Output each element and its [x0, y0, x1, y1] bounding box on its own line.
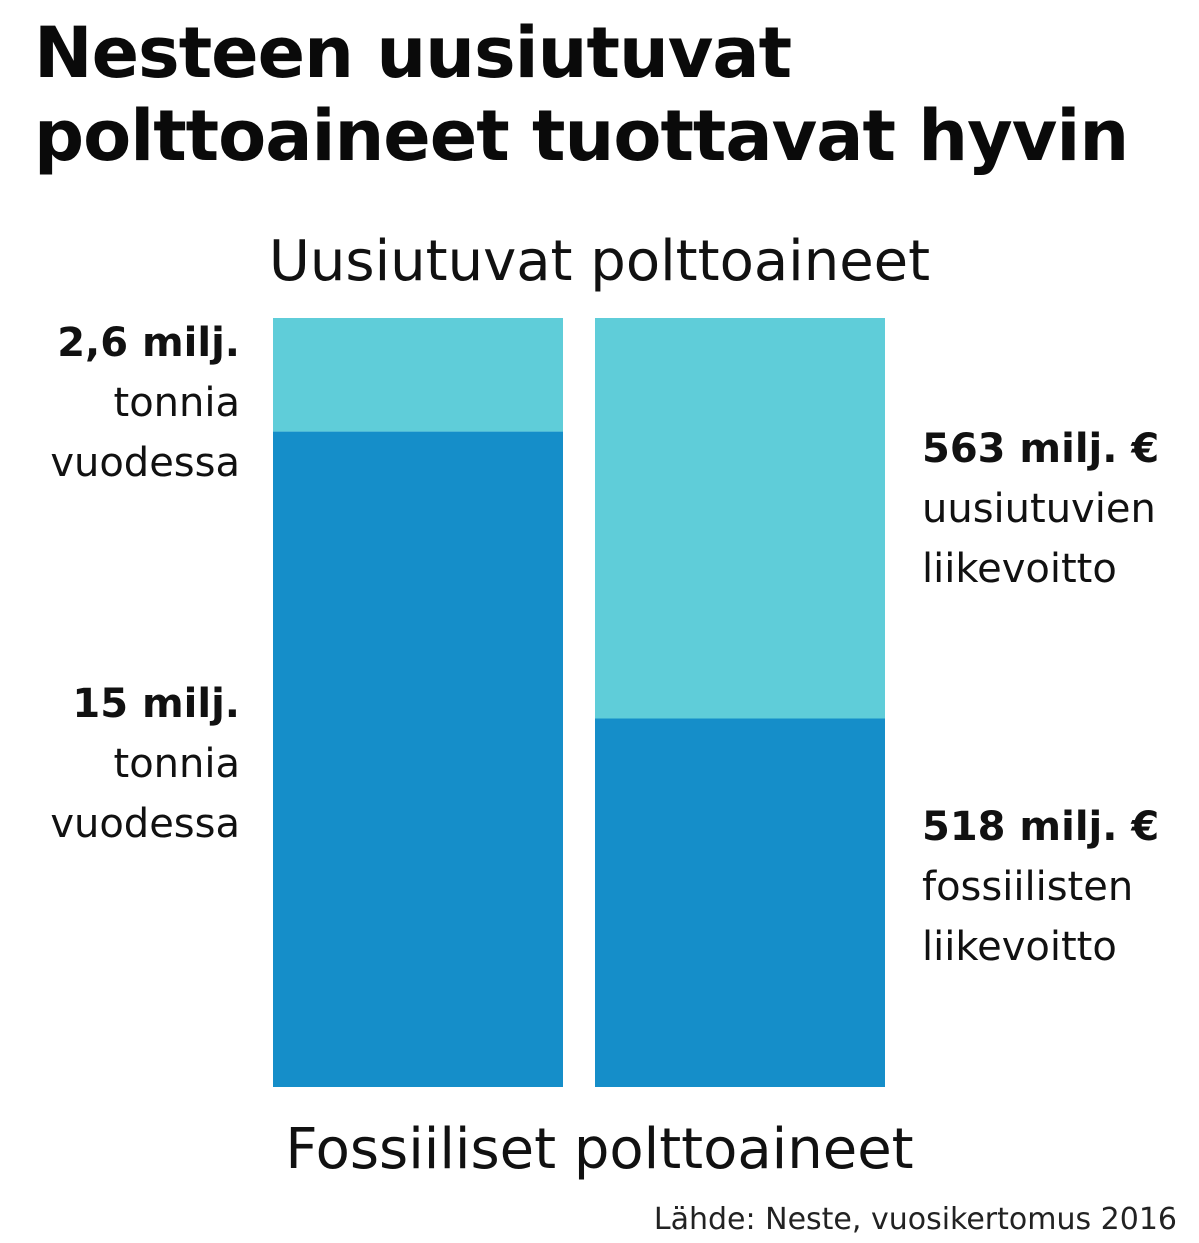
right-top-value-label: 563 milj. € uusiutuvien liikevoitto — [922, 419, 1192, 599]
tonnage-bar-fossil-segment — [273, 431, 563, 1087]
left-top-value-label: 2,6 milj. tonnia vuodessa — [10, 313, 240, 493]
tonnage-fossil-period: vuodessa — [50, 801, 240, 847]
profit-renewable-desc2: liikevoitto — [922, 546, 1117, 592]
tonnage-renewable-unit: tonnia — [113, 380, 240, 426]
tonnage-fossil-value: 15 milj. — [72, 681, 240, 727]
profit-renewable-desc: uusiutuvien — [922, 486, 1156, 532]
chart-title: Nesteen uusiutuvat polttoaineet tuottava… — [34, 12, 1129, 177]
tonnage-renewable-value: 2,6 milj. — [57, 320, 240, 366]
profit-fossil-desc2: liikevoitto — [922, 924, 1117, 970]
right-bottom-value-label: 518 milj. € fossiilisten liikevoitto — [922, 797, 1192, 977]
fossil-segment-label: Fossiiliset polttoaineet — [285, 1117, 914, 1182]
profit-bar-fossil-segment — [595, 718, 885, 1087]
source-note: Lähde: Neste, vuosikertomus 2016 — [653, 1202, 1177, 1237]
tonnage-bar-renewable-segment — [273, 318, 563, 432]
profit-bar-renewable-segment — [595, 318, 885, 719]
profit-fossil-desc: fossiilisten — [922, 864, 1134, 910]
renewable-segment-label: Uusiutuvat polttoaineet — [268, 229, 931, 294]
profit-renewable-value: 563 milj. € — [922, 426, 1160, 472]
tonnage-renewable-period: vuodessa — [50, 440, 240, 486]
tonnage-fossil-unit: tonnia — [113, 741, 240, 787]
profit-fossil-value: 518 milj. € — [922, 804, 1160, 850]
left-bottom-value-label: 15 milj. tonnia vuodessa — [10, 674, 240, 854]
